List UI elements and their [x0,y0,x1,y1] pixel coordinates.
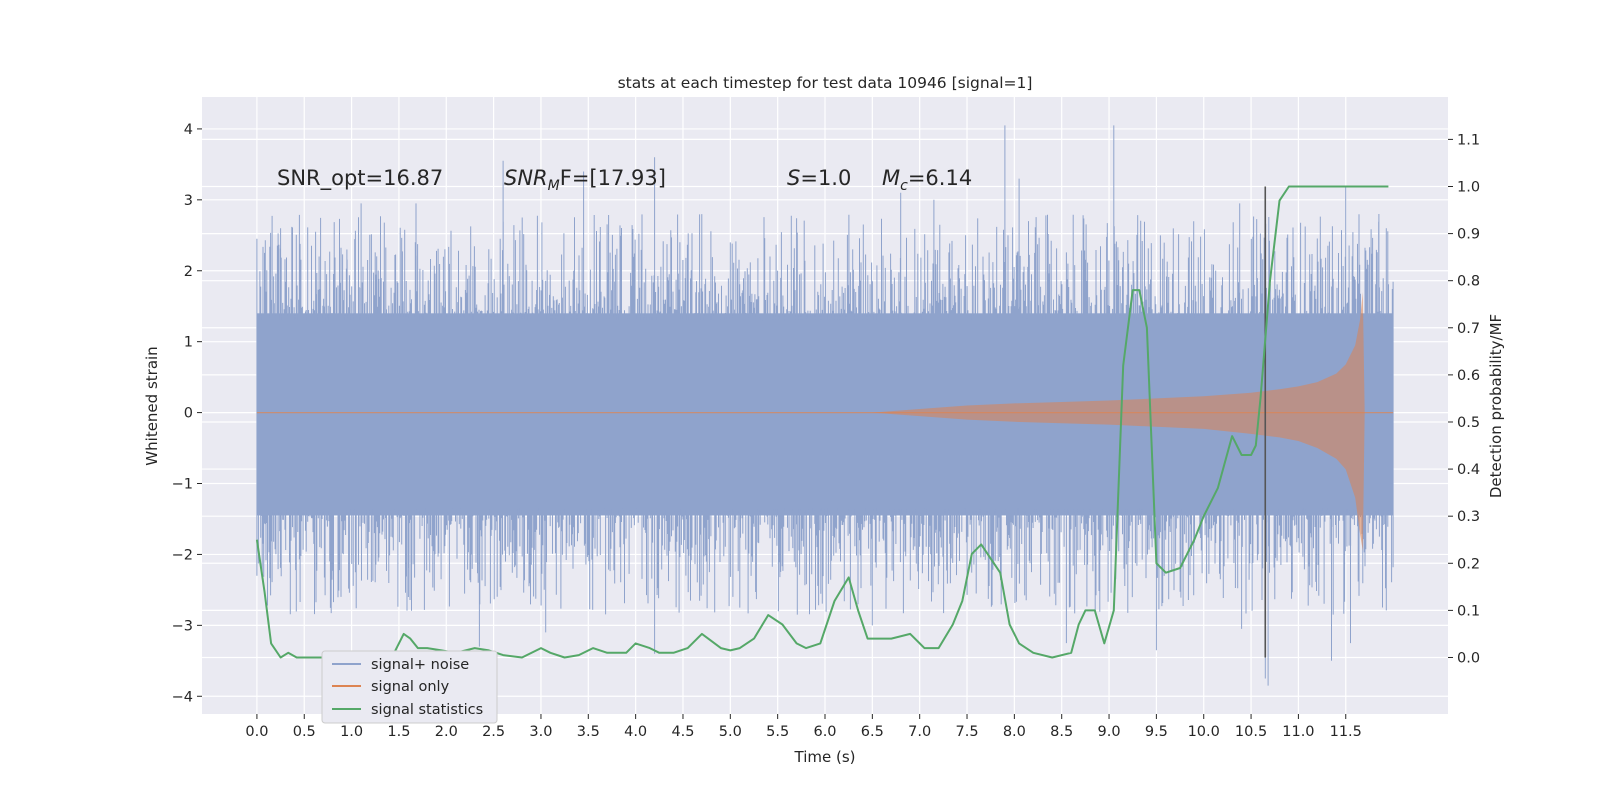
x-tick-label: 0.0 [245,724,268,740]
x-tick-label: 6.5 [861,724,884,740]
x-tick-label: 8.0 [1003,724,1026,740]
snr-mf-rest: F=[17.93] [560,166,666,190]
y2-tick-label: 0.8 [1457,274,1480,290]
mc-annotation: Mc=6.14 [882,166,972,194]
y-axis-label: Whitened strain [143,346,161,465]
legend-label-statistics: signal statistics [371,702,483,718]
y2-tick-label: 1.1 [1457,132,1480,148]
mc-val: =6.14 [908,166,972,190]
y-tick-label: 3 [184,193,193,209]
x-tick-label: 1.5 [387,724,410,740]
y-axis-ticks: 4 3 2 1 0 −1 −2 −3 −4 [172,122,202,705]
x-tick-label: 7.0 [908,724,931,740]
x-tick-label: 6.0 [813,724,836,740]
statistics-line [255,185,1389,659]
x-tick-label: 10.5 [1235,724,1267,740]
signal-statistics-series [255,185,1389,659]
x-tick-label: 11.0 [1282,724,1314,740]
x-tick-label: 8.5 [1050,724,1073,740]
x-tick-label: 5.5 [766,724,789,740]
x-tick-label: 2.5 [482,724,505,740]
legend: signal+ noise signal only signal statist… [321,650,498,724]
y2-tick-label: 0.9 [1457,227,1480,243]
y2-tick-label: 0.7 [1457,321,1480,337]
x-tick-label: 1.0 [340,724,363,740]
y2-tick-label: 0.3 [1457,509,1480,525]
y-tick-label: −2 [172,547,193,563]
y-tick-label: −4 [172,689,193,705]
y-tick-label: 2 [184,264,193,280]
y2-axis-label: Detection probability/MF [1487,314,1505,498]
y2-tick-label: 0.6 [1457,368,1480,384]
y-tick-label: 1 [184,335,193,351]
y-tick-label: 0 [184,406,193,422]
x-tick-label: 2.0 [435,724,458,740]
snr-mf-annotation: SNRMF=[17.93] [504,166,666,194]
x-tick-label: 5.0 [719,724,742,740]
x-tick-label: 9.5 [1145,724,1168,740]
x-tick-label: 4.0 [624,724,647,740]
y2-tick-label: 0.2 [1457,556,1480,572]
y-tick-label: 4 [184,122,193,138]
signal-only-series [256,292,1394,551]
signal-envelope [872,292,1394,551]
x-tick-label: 3.5 [577,724,600,740]
x-tick-label: 9.0 [1098,724,1121,740]
y2-tick-label: 1.0 [1457,179,1480,195]
snr-opt-annotation: SNR_opt=16.87 [277,166,443,191]
s-annotation: S=1.0 [787,166,851,190]
mc-sub: c [900,178,908,194]
x-tick-label: 11.5 [1330,724,1362,740]
legend-label-signal: signal only [371,679,450,695]
x-tick-label: 10.0 [1188,724,1220,740]
mc-var: M [882,166,900,190]
chart-title: stats at each timestep for test data 109… [618,74,1033,92]
snr-mf-sub: M [548,178,560,194]
y2-tick-label: 0.4 [1457,462,1480,478]
s-val: =1.0 [800,166,851,190]
legend-label-noise: signal+ noise [371,657,469,673]
s-var: S [787,166,800,190]
x-axis-label: Time (s) [794,748,856,766]
y2-axis-ticks: 1.1 1.0 0.9 0.8 0.7 0.6 0.5 0.4 0.3 0.2 0.1 0.0 [1448,132,1480,666]
y2-tick-label: 0.5 [1457,415,1480,431]
x-axis-ticks: 0.0 0.5 1.0 1.5 2.0 2.5 3.0 3.5 4.0 4.5 5.0 5.5 6.0 6… [245,714,1362,740]
x-tick-label: 0.5 [293,724,316,740]
y2-tick-label: 0.1 [1457,603,1480,619]
y2-tick-label: 0.0 [1457,650,1480,666]
snr-mf-base: SNR [504,166,548,190]
x-tick-label: 7.5 [955,724,978,740]
x-tick-label: 4.5 [671,724,694,740]
annotations: SNR_opt=16.87 SNRMF=[17.93] S=1.0 Mc=6.1… [277,166,972,194]
y-tick-label: −1 [172,477,193,493]
y-tick-label: −3 [172,618,193,634]
x-tick-label: 3.0 [529,724,552,740]
legend-box [321,650,498,724]
